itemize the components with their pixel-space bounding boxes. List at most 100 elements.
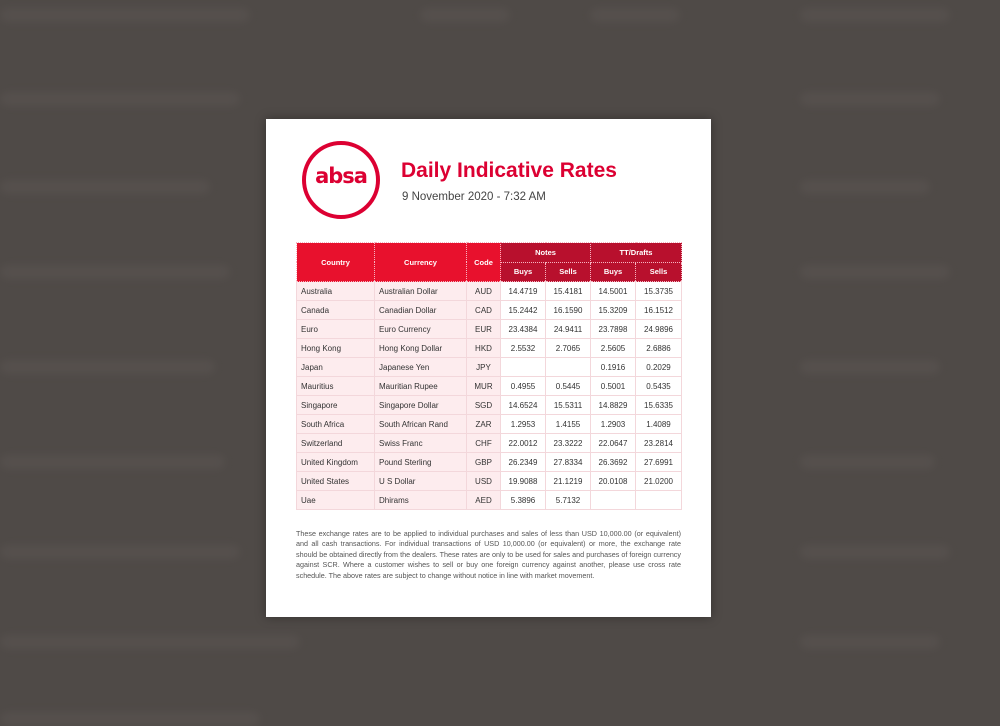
tt-sells-cell: 0.2029 xyxy=(634,357,683,377)
code-cell: ZAR xyxy=(466,414,501,434)
tt-sells-cell: 21.0200 xyxy=(634,471,683,491)
table-row: Canada Canadian Dollar CAD 15.2442 16.15… xyxy=(296,300,683,320)
absa-logo: absa xyxy=(302,141,380,219)
currency-cell: Hong Kong Dollar xyxy=(374,338,467,358)
table-row: South Africa South African Rand ZAR 1.29… xyxy=(296,414,683,434)
notes-buys-cell: 26.2349 xyxy=(500,452,546,472)
table-row: Uae Dhirams AED 5.3896 5.7132 xyxy=(296,490,683,510)
currency-cell: Mauritian Rupee xyxy=(374,376,467,396)
header-notes: Notes xyxy=(500,242,591,263)
report-datetime: 9 November 2020 - 7:32 AM xyxy=(402,191,546,203)
notes-sells-cell: 16.1590 xyxy=(545,300,591,320)
header-country: Country xyxy=(296,242,375,282)
country-cell: Euro xyxy=(296,319,375,339)
tt-sells-cell: 15.6335 xyxy=(634,395,683,415)
notes-sells-cell: 15.4181 xyxy=(545,281,591,301)
notes-buys-cell: 23.4384 xyxy=(500,319,546,339)
tt-sells-cell: 24.9896 xyxy=(634,319,683,339)
table-row: United Kingdom Pound Sterling GBP 26.234… xyxy=(296,452,683,472)
notes-buys-cell: 15.2442 xyxy=(500,300,546,320)
tt-buys-cell: 23.7898 xyxy=(590,319,636,339)
notes-sells-cell xyxy=(545,357,591,377)
header-tt-sells: Sells xyxy=(634,261,683,282)
currency-cell: Dhirams xyxy=(374,490,467,510)
code-cell: GBP xyxy=(466,452,501,472)
currency-cell: Japanese Yen xyxy=(374,357,467,377)
notes-sells-cell: 2.7065 xyxy=(545,338,591,358)
header-tt-drafts: TT/Drafts xyxy=(589,242,683,263)
code-cell: AED xyxy=(466,490,501,510)
table-row: Mauritius Mauritian Rupee MUR 0.4955 0.5… xyxy=(296,376,683,396)
notes-buys-cell: 14.6524 xyxy=(500,395,546,415)
country-cell: United Kingdom xyxy=(296,452,375,472)
code-cell: AUD xyxy=(466,281,501,301)
notes-sells-cell: 23.3222 xyxy=(545,433,591,453)
code-cell: EUR xyxy=(466,319,501,339)
notes-buys-cell: 14.4719 xyxy=(500,281,546,301)
code-cell: HKD xyxy=(466,338,501,358)
table-row: Japan Japanese Yen JPY 0.1916 0.2029 xyxy=(296,357,683,377)
header-notes-sells: Sells xyxy=(545,261,591,282)
currency-cell: U S Dollar xyxy=(374,471,467,491)
notes-sells-cell: 5.7132 xyxy=(545,490,591,510)
notes-buys-cell xyxy=(500,357,546,377)
table-row: Singapore Singapore Dollar SGD 14.6524 1… xyxy=(296,395,683,415)
tt-sells-cell: 16.1512 xyxy=(634,300,683,320)
country-cell: United States xyxy=(296,471,375,491)
country-cell: Singapore xyxy=(296,395,375,415)
currency-cell: Australian Dollar xyxy=(374,281,467,301)
notes-buys-cell: 1.2953 xyxy=(500,414,546,434)
currency-cell: Singapore Dollar xyxy=(374,395,467,415)
country-cell: Canada xyxy=(296,300,375,320)
code-cell: CHF xyxy=(466,433,501,453)
notes-sells-cell: 27.8334 xyxy=(545,452,591,472)
tt-buys-cell: 20.0108 xyxy=(590,471,636,491)
country-cell: South Africa xyxy=(296,414,375,434)
tt-buys-cell: 14.8829 xyxy=(590,395,636,415)
tt-buys-cell: 26.3692 xyxy=(590,452,636,472)
tt-sells-cell: 2.6886 xyxy=(634,338,683,358)
notes-sells-cell: 1.4155 xyxy=(545,414,591,434)
header-notes-buys: Buys xyxy=(500,261,546,282)
currency-cell: Pound Sterling xyxy=(374,452,467,472)
notes-buys-cell: 2.5532 xyxy=(500,338,546,358)
header-tt-buys: Buys xyxy=(590,261,636,282)
logo-text: absa xyxy=(315,164,368,188)
tt-sells-cell xyxy=(634,490,683,510)
currency-cell: Canadian Dollar xyxy=(374,300,467,320)
tt-sells-cell: 15.3735 xyxy=(634,281,683,301)
country-cell: Uae xyxy=(296,490,375,510)
notes-sells-cell: 15.5311 xyxy=(545,395,591,415)
table-row: Australia Australian Dollar AUD 14.4719 … xyxy=(296,281,683,301)
tt-buys-cell: 22.0647 xyxy=(590,433,636,453)
tt-buys-cell: 1.2903 xyxy=(590,414,636,434)
disclaimer-footnote: These exchange rates are to be applied t… xyxy=(296,529,681,580)
table-row: Euro Euro Currency EUR 23.4384 24.9411 2… xyxy=(296,319,683,339)
notes-buys-cell: 0.4955 xyxy=(500,376,546,396)
page-title: Daily Indicative Rates xyxy=(401,159,617,182)
rates-document: absa Daily Indicative Rates 9 November 2… xyxy=(266,119,711,617)
notes-buys-cell: 22.0012 xyxy=(500,433,546,453)
header-currency: Currency xyxy=(374,242,467,282)
country-cell: Hong Kong xyxy=(296,338,375,358)
tt-buys-cell: 0.1916 xyxy=(590,357,636,377)
notes-sells-cell: 0.5445 xyxy=(545,376,591,396)
tt-buys-cell: 14.5001 xyxy=(590,281,636,301)
code-cell: SGD xyxy=(466,395,501,415)
tt-buys-cell xyxy=(590,490,636,510)
notes-sells-cell: 24.9411 xyxy=(545,319,591,339)
currency-cell: Euro Currency xyxy=(374,319,467,339)
table-row: Switzerland Swiss Franc CHF 22.0012 23.3… xyxy=(296,433,683,453)
tt-sells-cell: 23.2814 xyxy=(634,433,683,453)
code-cell: USD xyxy=(466,471,501,491)
notes-sells-cell: 21.1219 xyxy=(545,471,591,491)
tt-buys-cell: 2.5605 xyxy=(590,338,636,358)
tt-sells-cell: 1.4089 xyxy=(634,414,683,434)
country-cell: Japan xyxy=(296,357,375,377)
table-row: United States U S Dollar USD 19.9088 21.… xyxy=(296,471,683,491)
tt-sells-cell: 0.5435 xyxy=(634,376,683,396)
country-cell: Australia xyxy=(296,281,375,301)
code-cell: MUR xyxy=(466,376,501,396)
tt-buys-cell: 15.3209 xyxy=(590,300,636,320)
code-cell: CAD xyxy=(466,300,501,320)
